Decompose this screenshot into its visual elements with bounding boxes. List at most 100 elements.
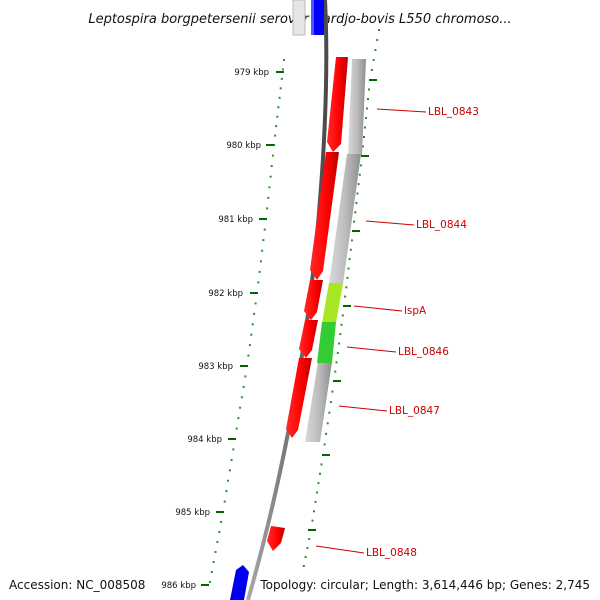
tick-dot: [346, 276, 349, 279]
kbp-tick-983: 983 kbp: [198, 362, 248, 372]
tick-dot: [266, 207, 269, 210]
gene-label-LBL_0848: LBL_0848: [366, 547, 417, 559]
tick-dot: [362, 145, 364, 148]
tick-dot: [257, 281, 260, 284]
tick-dot: [251, 323, 254, 326]
tick-dot: [280, 77, 283, 80]
tick-dot: [354, 211, 357, 214]
tick-dot: [235, 427, 238, 430]
tick-dot: [366, 107, 368, 110]
tick-dot: [345, 286, 348, 289]
tick-dot: [340, 323, 343, 326]
tick-dot: [278, 96, 281, 99]
tick-dot: [353, 220, 356, 223]
kbp-label: 984 kbp: [187, 435, 222, 445]
forward-genes: [267, 57, 348, 551]
tick-dot: [349, 248, 352, 251]
tick-dot: [339, 333, 342, 336]
gene-LBL_0847-arrow: [286, 358, 312, 438]
tick-dot: [368, 88, 370, 91]
tick-dot: [311, 519, 314, 522]
tick-dot: [275, 125, 278, 128]
tick-dot: [240, 396, 243, 399]
tick-dot: [331, 390, 334, 393]
gene-label-LBL_0843: LBL_0843: [428, 106, 479, 118]
tick-dot: [269, 175, 272, 178]
kbp-tick-980: 980 kbp: [226, 141, 274, 151]
tick-dot: [276, 115, 279, 118]
top-partial-genes: [292, 0, 324, 36]
kbp-tick-979: 979 kbp: [234, 68, 284, 78]
gene-LBL_0843-arrow: [327, 57, 348, 152]
tick-dot: [248, 344, 251, 347]
gene-callouts: LBL_0843 LBL_0844 lspA LBL_0846 LBL_0847…: [315, 106, 479, 559]
kbp-label: 982 kbp: [208, 289, 243, 299]
tick-dot: [316, 491, 318, 494]
tick-dot: [372, 59, 375, 61]
tick-dot: [208, 581, 211, 583]
tick-dot: [308, 538, 311, 540]
kbp-tick-981: 981 kbp: [218, 215, 267, 225]
tick-dot: [263, 228, 266, 231]
tick-dot: [232, 448, 235, 451]
tick-dot: [230, 458, 233, 461]
gene-label-LBL_0844: LBL_0844: [416, 219, 467, 231]
tick-dot: [325, 432, 328, 435]
kbp-label: 983 kbp: [198, 362, 233, 372]
kbp-label: 986 kbp: [161, 581, 196, 591]
tick-dot: [270, 165, 273, 168]
tick-dot: [214, 551, 217, 553]
tick-dot: [350, 239, 353, 242]
tick-dot: [227, 479, 230, 482]
kbp-tick-985: 985 kbp: [175, 508, 224, 518]
gene-LBL_0846-band: [317, 322, 336, 363]
tick-dot: [228, 469, 231, 472]
kbp-tick-984: 984 kbp: [187, 435, 236, 445]
kbp-label: 979 kbp: [234, 68, 269, 78]
tick-dot: [212, 561, 215, 563]
gene-LBL_0844-arrow: [310, 152, 339, 280]
tick-dot: [370, 69, 373, 71]
gene-LBL_0848-arrow: [267, 526, 285, 551]
tick-dot: [314, 500, 317, 503]
kbp-tick-986: 986 kbp: [161, 581, 209, 591]
tick-dot: [242, 385, 245, 388]
tick-dot: [302, 565, 305, 567]
tick-dot: [250, 333, 253, 336]
kbp-tick-982: 982 kbp: [208, 289, 258, 299]
tick-dot: [259, 260, 262, 263]
tick-dot: [348, 258, 351, 261]
tick-dot: [365, 117, 367, 119]
tick-dot: [261, 249, 264, 252]
tick-dot: [326, 422, 329, 425]
tick-dot: [335, 361, 338, 364]
tick-dot: [356, 192, 359, 195]
tick-dot: [258, 270, 261, 273]
tick-dot: [216, 541, 219, 543]
kbp-scale: 979 kbp 980 kbp 981 kbp 982 kbp 983 kbp …: [161, 68, 284, 591]
tick-dot: [274, 134, 277, 137]
tick-dot: [355, 201, 358, 204]
accession-text: Accession: NC_008508: [9, 578, 146, 592]
tick-dot: [244, 375, 247, 378]
tick-dot: [363, 136, 365, 138]
tick-dot: [279, 87, 282, 90]
tick-dot: [306, 547, 309, 549]
gene-LBL_0846-arrow: [299, 320, 318, 358]
gene-lspA-band: [322, 283, 343, 323]
tick-dot: [277, 106, 280, 109]
tick-dot: [237, 417, 240, 420]
tick-dot: [329, 401, 332, 404]
kbp-label: 985 kbp: [175, 508, 210, 518]
tick-dot: [268, 186, 271, 189]
tick-dot: [283, 59, 285, 61]
tick-dot: [367, 98, 369, 100]
tick-dot: [336, 351, 339, 354]
tick-dot: [253, 312, 256, 315]
tick-dot: [304, 556, 307, 558]
kbp-label: 981 kbp: [218, 215, 253, 225]
tick-dot: [338, 342, 340, 345]
tick-dot: [313, 510, 315, 513]
gene-label-lspA: lspA: [404, 305, 427, 317]
